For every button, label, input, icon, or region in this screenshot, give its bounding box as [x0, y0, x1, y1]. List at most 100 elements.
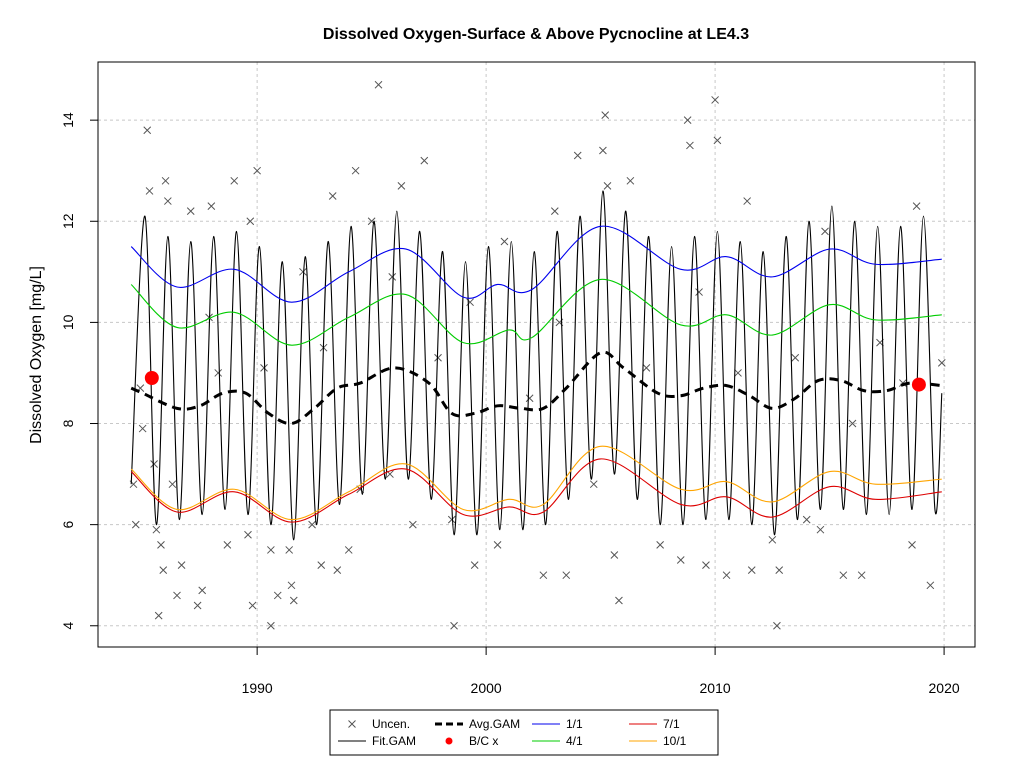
data-point: [333, 566, 342, 574]
data-point: [285, 546, 294, 554]
data-point: [562, 571, 571, 580]
data-point: [420, 156, 429, 165]
legend-box: [329, 709, 719, 756]
x-tick-label: 2020: [929, 680, 960, 696]
data-point: [186, 207, 195, 216]
data-point: [145, 187, 154, 195]
data-point: [397, 182, 406, 190]
data-point: [223, 541, 232, 549]
series-line: [130, 225, 942, 303]
data-point: [912, 202, 921, 210]
data-point: [267, 621, 275, 630]
data-point: [911, 377, 926, 392]
data-point: [802, 515, 811, 524]
chart-title: Dissolved Oxygen-Surface & Above Pycnocl…: [323, 26, 749, 43]
data-point: [434, 353, 442, 362]
data-point: [702, 561, 710, 569]
y-tick-label: 8: [60, 419, 76, 427]
data-point: [198, 586, 207, 595]
data-point: [791, 353, 800, 362]
data-point: [163, 197, 172, 205]
y-axis-label: Dissolved Oxygen [mg/L]: [28, 266, 45, 444]
series-line: [130, 458, 942, 523]
data-point: [937, 358, 946, 367]
y-tick-label: 14: [60, 112, 76, 128]
data-point: [610, 551, 619, 559]
x-tick-label: 1990: [242, 680, 273, 696]
data-point: [159, 566, 168, 574]
data-point: [821, 227, 829, 236]
data-point: [695, 288, 703, 296]
data-point: [589, 480, 598, 489]
data-point: [908, 541, 916, 549]
legend-symbol: [348, 720, 356, 728]
data-point: [599, 146, 607, 155]
y-tick-label: 12: [60, 213, 76, 229]
x-tick-label: 2000: [471, 680, 502, 696]
data-point: [244, 530, 252, 539]
data-point: [683, 116, 692, 124]
data-point: [676, 556, 685, 564]
data-point: [351, 166, 360, 175]
data-point: [308, 520, 316, 529]
data-point: [317, 561, 326, 569]
data-point: [747, 566, 756, 574]
legend-label: B/C x: [469, 734, 498, 748]
data-point: [686, 141, 694, 150]
data-point: [157, 541, 165, 549]
data-point: [150, 460, 158, 468]
data-point: [857, 571, 866, 580]
data-point: [154, 611, 163, 620]
data-point: [470, 561, 479, 569]
data-point: [131, 520, 140, 529]
data-point: [848, 419, 857, 428]
data-point: [273, 591, 282, 600]
data-point: [550, 207, 559, 216]
y-tick-label: 6: [60, 521, 76, 529]
data-point: [267, 546, 275, 554]
data-point: [230, 176, 239, 185]
data-point: [143, 126, 152, 135]
data-point: [246, 217, 255, 226]
legend-symbol: [445, 737, 453, 745]
data-point: [193, 601, 202, 610]
y-tick-label: 4: [60, 622, 76, 630]
data-point: [839, 571, 848, 580]
data-point: [926, 581, 935, 590]
data-point: [408, 520, 417, 529]
data-point: [816, 525, 825, 534]
data-point: [773, 621, 781, 630]
data-point: [768, 535, 777, 544]
series-line: [130, 445, 942, 521]
legend-label: 7/1: [663, 717, 680, 731]
data-point: [615, 596, 623, 605]
data-point: [374, 80, 383, 89]
data-point: [601, 111, 610, 119]
data-point: [713, 136, 722, 145]
legend-label: Avg.GAM: [469, 717, 520, 731]
legend-label: 4/1: [566, 734, 583, 748]
plot-frame: [97, 61, 976, 648]
data-point: [447, 515, 456, 524]
data-point: [299, 267, 307, 276]
data-point: [775, 566, 784, 574]
data-point: [289, 596, 298, 605]
data-point: [173, 591, 181, 600]
data-point: [642, 364, 651, 372]
data-point: [161, 176, 170, 185]
data-point: [539, 571, 548, 580]
legend-label: 1/1: [566, 717, 583, 731]
series-line: [130, 350, 942, 426]
data-point: [525, 394, 534, 403]
data-point: [287, 581, 296, 590]
x-tick-label: 2010: [700, 680, 731, 696]
data-point: [603, 182, 612, 190]
data-point: [573, 151, 582, 160]
data-point: [328, 192, 337, 200]
data-point: [260, 364, 268, 372]
data-point: [253, 166, 261, 175]
data-point: [144, 371, 159, 386]
data-point: [152, 525, 161, 534]
data-point: [207, 202, 216, 210]
